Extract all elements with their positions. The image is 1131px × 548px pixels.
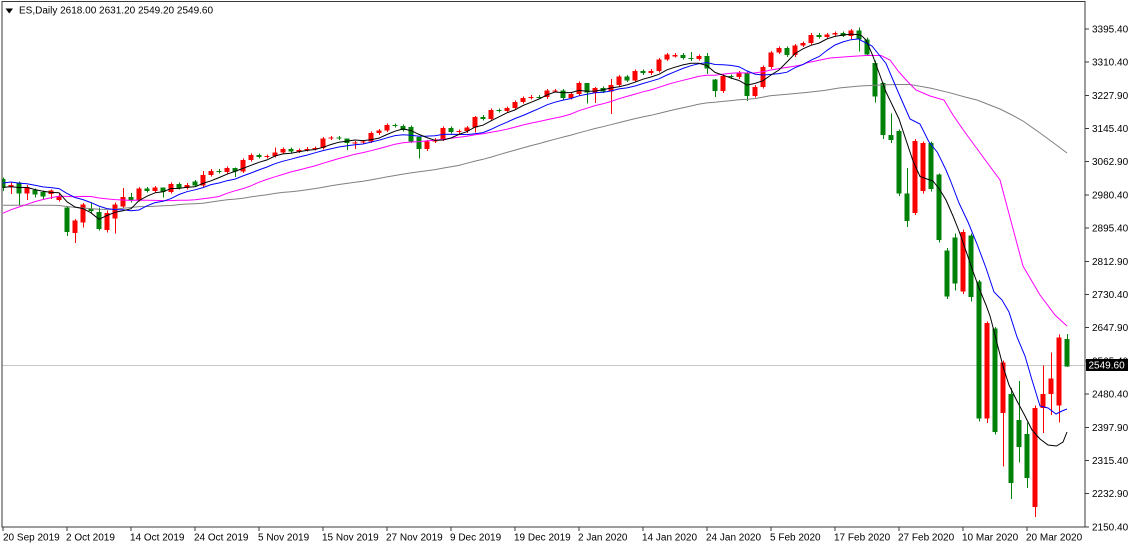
svg-text:20 Sep 2019: 20 Sep 2019 bbox=[3, 533, 60, 544]
svg-text:2397.90: 2397.90 bbox=[1092, 423, 1129, 434]
svg-text:5 Nov 2019: 5 Nov 2019 bbox=[258, 533, 310, 544]
svg-text:27 Nov 2019: 27 Nov 2019 bbox=[386, 533, 443, 544]
svg-text:2980.40: 2980.40 bbox=[1092, 190, 1129, 201]
svg-text:27 Feb 2020: 27 Feb 2020 bbox=[898, 533, 955, 544]
svg-text:2315.40: 2315.40 bbox=[1092, 456, 1129, 467]
svg-text:2150.40: 2150.40 bbox=[1092, 522, 1129, 533]
svg-text:19 Dec 2019: 19 Dec 2019 bbox=[514, 533, 571, 544]
svg-text:2895.40: 2895.40 bbox=[1092, 224, 1129, 235]
svg-text:2812.90: 2812.90 bbox=[1092, 257, 1129, 268]
svg-text:2730.40: 2730.40 bbox=[1092, 290, 1129, 301]
svg-text:2 Jan 2020: 2 Jan 2020 bbox=[578, 533, 628, 544]
svg-text:2480.40: 2480.40 bbox=[1092, 390, 1129, 401]
svg-text:15 Nov 2019: 15 Nov 2019 bbox=[322, 533, 379, 544]
svg-text:3062.90: 3062.90 bbox=[1092, 157, 1129, 168]
svg-text:3145.40: 3145.40 bbox=[1092, 124, 1129, 135]
svg-text:3227.90: 3227.90 bbox=[1092, 91, 1129, 102]
svg-text:24 Jan 2020: 24 Jan 2020 bbox=[706, 533, 761, 544]
svg-text:17 Feb 2020: 17 Feb 2020 bbox=[834, 533, 891, 544]
svg-text:2549.60: 2549.60 bbox=[1089, 361, 1126, 372]
svg-text:3310.40: 3310.40 bbox=[1092, 58, 1129, 69]
svg-text:2647.90: 2647.90 bbox=[1092, 323, 1129, 334]
svg-text:24 Oct 2019: 24 Oct 2019 bbox=[194, 533, 249, 544]
svg-text:20 Mar 2020: 20 Mar 2020 bbox=[1026, 533, 1083, 544]
svg-text:10 Mar 2020: 10 Mar 2020 bbox=[962, 533, 1019, 544]
svg-text:3395.40: 3395.40 bbox=[1092, 24, 1129, 35]
svg-text:2232.90: 2232.90 bbox=[1092, 489, 1129, 500]
svg-text:9 Dec 2019: 9 Dec 2019 bbox=[450, 533, 502, 544]
svg-text:5 Feb 2020: 5 Feb 2020 bbox=[770, 533, 821, 544]
svg-text:2 Oct 2019: 2 Oct 2019 bbox=[66, 533, 115, 544]
svg-text:14 Jan 2020: 14 Jan 2020 bbox=[642, 533, 697, 544]
svg-text:14 Oct 2019: 14 Oct 2019 bbox=[130, 533, 185, 544]
svg-text:ES,Daily 2618.00 2631.20 2549: ES,Daily 2618.00 2631.20 2549.20 2549.60 bbox=[19, 6, 213, 17]
